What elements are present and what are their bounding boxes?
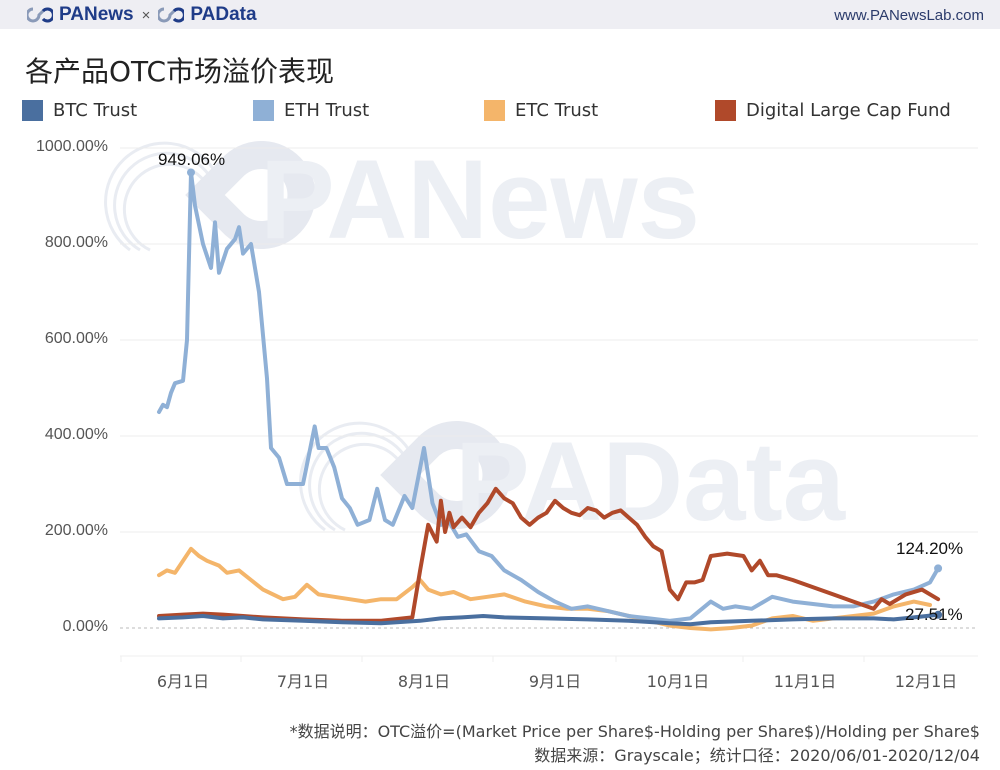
- footnote-definition: *数据说明：OTC溢价=(Market Price per Share$-Hol…: [289, 722, 980, 741]
- brand-panews: PANews: [59, 4, 134, 25]
- y-tick-label: 1000.00%: [35, 138, 108, 155]
- y-tick-label: 400.00%: [44, 426, 108, 443]
- panews-logo-icon: [27, 7, 53, 23]
- padata-logo-icon: [158, 7, 185, 23]
- legend-label-dlcf: Digital Large Cap Fund: [746, 100, 951, 121]
- site-url: www.PANewsLab.com: [834, 7, 984, 24]
- x-tick-label: 10月1日: [646, 672, 710, 691]
- svg-text:PAData: PAData: [455, 419, 846, 544]
- annotation-label: 949.06%: [158, 150, 226, 169]
- y-tick-label: 800.00%: [44, 234, 108, 251]
- legend-item-eth: ETH Trust: [253, 100, 369, 121]
- x-tick-label: 11月1日: [773, 672, 837, 691]
- top-banner: PANews × PAData www.PANewsLab.com: [0, 0, 1000, 29]
- y-tick-label: 200.00%: [44, 522, 108, 539]
- brand-logos: PANews × PAData: [27, 4, 257, 26]
- legend-swatch-btc: [22, 100, 43, 121]
- legend-swatch-dlcf: [715, 100, 736, 121]
- svg-text:PANews: PANews: [260, 137, 700, 262]
- y-tick-label: 600.00%: [44, 330, 108, 347]
- brand-separator: ×: [141, 6, 151, 24]
- x-tick-label: 12月1日: [894, 672, 958, 691]
- legend-swatch-eth: [253, 100, 274, 121]
- brand-padata: PAData: [190, 4, 257, 25]
- footnote-source: 数据来源：Grayscale；统计口径：2020/06/01-2020/12/0…: [534, 746, 980, 765]
- data-point-marker: [187, 168, 195, 177]
- legend-item-dlcf: Digital Large Cap Fund: [715, 100, 951, 121]
- legend: BTC Trust ETH Trust ETC Trust Digital La…: [0, 100, 1000, 126]
- x-tick-label: 6月1日: [156, 672, 210, 691]
- legend-label-etc: ETC Trust: [515, 100, 599, 121]
- watermark-panews: PANews: [104, 137, 700, 262]
- legend-item-etc: ETC Trust: [484, 100, 598, 121]
- annotation-label: 27.51%: [905, 605, 963, 624]
- legend-label-btc: BTC Trust: [53, 100, 138, 121]
- x-tick-label: 7月1日: [276, 672, 330, 691]
- y-tick-label: 0.00%: [62, 618, 108, 635]
- legend-swatch-etc: [484, 100, 505, 121]
- annotation-label: 124.20%: [896, 539, 964, 558]
- watermark-padata: PAData: [299, 419, 846, 544]
- series-line-eth-trust: [157, 170, 941, 623]
- legend-label-eth: ETH Trust: [284, 100, 370, 121]
- series-line-btc-trust: [157, 612, 941, 627]
- x-tick-label: 9月1日: [528, 672, 582, 691]
- x-tick-label: 8月1日: [397, 672, 451, 691]
- chart-title: 各产品OTC市场溢价表现: [25, 55, 335, 88]
- data-point-marker: [934, 610, 943, 619]
- data-point-marker: [934, 564, 943, 573]
- series-line-digital-large-cap-fund: [157, 486, 941, 623]
- legend-item-btc: BTC Trust: [22, 100, 137, 121]
